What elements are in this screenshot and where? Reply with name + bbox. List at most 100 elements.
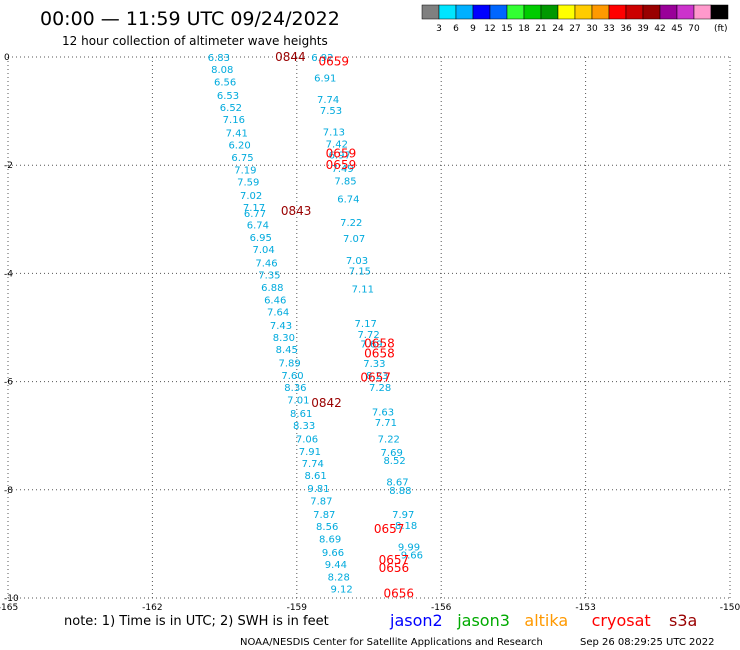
data-point-label: 0659 <box>326 146 357 160</box>
data-point-label: 7.04 <box>253 245 275 256</box>
x-tick-label: -150 <box>720 603 740 613</box>
data-point-label: 0657 <box>379 553 410 567</box>
chart-grid <box>7 56 731 599</box>
data-point-label: 7.02 <box>240 191 262 202</box>
x-tick-label: -162 <box>142 603 162 613</box>
data-point-label: 9.66 <box>401 551 423 562</box>
data-point-label: 8.88 <box>389 486 411 497</box>
data-point-label: 8.56 <box>316 522 338 533</box>
color-scale-label: 18 <box>518 24 530 34</box>
data-point-label: 8.45 <box>276 345 298 356</box>
data-point-label: 7.91 <box>299 447 321 458</box>
y-tick-label: -6 <box>4 378 13 388</box>
color-scale-label: 30 <box>586 24 598 34</box>
data-point-label: 7.03 <box>346 256 368 267</box>
data-point-label: 7.06 <box>296 434 318 445</box>
x-tick-label: -156 <box>431 603 452 613</box>
data-point-label: 6.56 <box>214 77 236 88</box>
x-tick-label: -165 <box>0 603 18 613</box>
data-point-label: 8.36 <box>284 383 306 394</box>
data-point-label: 6.74 <box>337 195 359 206</box>
x-tick-label: -153 <box>575 603 595 613</box>
data-point-label: 0656 <box>379 561 410 575</box>
data-point-label: 0656 <box>383 587 414 601</box>
color-scale-label: 36 <box>620 24 632 34</box>
satellite-legend-entry: altika <box>524 611 568 630</box>
data-point-label: 8.28 <box>328 572 350 583</box>
data-point-label: 6.46 <box>264 295 286 306</box>
data-point-label: 7.87 <box>313 510 335 521</box>
color-scale-swatch <box>472 4 491 20</box>
data-point-label: 6.77 <box>244 209 266 220</box>
data-point-label: 6.52 <box>220 103 242 114</box>
y-tick-label: -2 <box>4 161 13 171</box>
data-point-label: 7.01 <box>287 395 309 406</box>
data-point-label: 7.46 <box>255 259 277 270</box>
data-point-label: 7.17 <box>243 203 265 214</box>
data-point-label: 7.43 <box>270 321 292 332</box>
data-point-label: 7.49 <box>331 164 353 175</box>
data-point-label: 0843 <box>281 204 312 218</box>
color-scale-swatch <box>642 4 661 20</box>
color-scale-label: 9 <box>470 24 476 34</box>
data-point-label: 0657 <box>360 370 391 384</box>
data-point-label: 8.08 <box>211 65 233 76</box>
data-point-label: 9.44 <box>325 560 347 571</box>
data-point-label: 6.91 <box>314 74 336 85</box>
color-scale-swatch <box>574 4 593 20</box>
color-scale-swatch <box>693 4 712 20</box>
color-scale-swatch <box>710 4 729 20</box>
color-scale-unit: (ft) <box>714 24 728 34</box>
data-point-label: 8.18 <box>395 521 417 532</box>
color-scale-label: 42 <box>654 24 665 34</box>
data-point-label: 6.92 <box>311 53 333 64</box>
data-point-label: 6.75 <box>231 153 253 164</box>
chart-subtitle: 12 hour collection of altimeter wave hei… <box>62 34 328 48</box>
color-scale-label: 12 <box>484 24 495 34</box>
data-point-label: 7.13 <box>323 128 345 139</box>
data-point-label: 7.16 <box>223 115 245 126</box>
data-point-label: 0842 <box>311 396 342 410</box>
data-point-label: 7.87 <box>310 497 332 508</box>
data-point-label: 0659 <box>326 158 357 172</box>
data-point-label: 0844 <box>275 50 306 64</box>
data-point-label: 7.63 <box>372 407 394 418</box>
color-scale-swatch <box>557 4 576 20</box>
color-scale-label: 3 <box>436 24 442 34</box>
data-point-label: 7.69 <box>360 340 382 351</box>
data-point-label: 7.60 <box>281 371 303 382</box>
data-point-label: 7.72 <box>357 330 379 341</box>
color-scale-swatch <box>438 4 457 20</box>
data-point-label: 7.85 <box>334 176 356 187</box>
data-point-label: 8.67 <box>386 478 408 489</box>
data-point-label: 8.52 <box>383 456 405 467</box>
color-scale-label: 24 <box>552 24 564 34</box>
data-point-label: 6.88 <box>261 283 283 294</box>
color-scale-swatch <box>540 4 559 20</box>
data-point-label: 7.11 <box>352 285 374 296</box>
color-scale-swatch <box>489 4 508 20</box>
data-point-label: 8.33 <box>293 421 315 432</box>
data-point-label: 9.99 <box>398 543 420 554</box>
data-point-label: 0658 <box>364 346 395 360</box>
data-point-label: 8.23 <box>366 371 388 382</box>
color-scale-swatch <box>591 4 610 20</box>
data-point-label: 9.66 <box>322 548 344 559</box>
data-point-label: 7.33 <box>363 359 385 370</box>
data-point-label: 7.59 <box>237 177 259 188</box>
color-scale-label: 33 <box>603 24 614 34</box>
footer-timestamp: Sep 26 08:29:25 UTC 2022 <box>580 637 714 648</box>
data-point-label: 0658 <box>364 337 395 351</box>
color-scale-label: 45 <box>671 24 682 34</box>
data-point-label: 6.97 <box>329 150 351 161</box>
chart-title: 00:00 — 11:59 UTC 09/24/2022 <box>40 8 340 30</box>
data-point-label: 7.22 <box>378 434 400 445</box>
data-point-label: 7.74 <box>302 459 324 470</box>
chart-marks: 6.838.086.56 6.536.527.16 7.416.206.75 7.19… <box>208 50 423 601</box>
satellite-legend-entry: jason3 <box>456 611 510 630</box>
data-point-label: 7.64 <box>267 307 289 318</box>
color-scale-swatch <box>523 4 542 20</box>
data-point-label: 7.07 <box>343 234 365 245</box>
color-scale-swatch <box>608 4 627 20</box>
satellite-legend-entry: s3a <box>669 611 697 630</box>
